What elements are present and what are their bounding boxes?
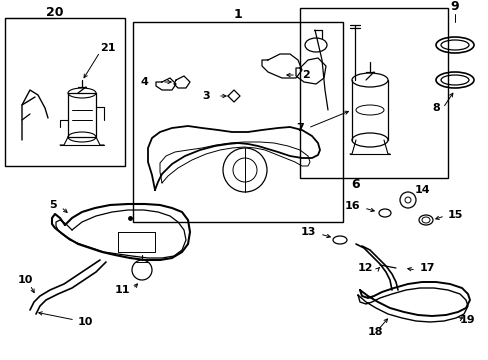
Text: 3: 3 [202,91,209,101]
Bar [299,8,447,178]
Text: 5: 5 [49,200,57,210]
Text: 8: 8 [431,103,439,113]
Text: 7: 7 [296,123,304,133]
Text: 18: 18 [366,327,382,337]
Text: 1: 1 [233,9,242,22]
Text: 10: 10 [77,317,93,327]
Bar [133,22,342,222]
Text: 9: 9 [450,0,458,13]
Text: 2: 2 [302,70,309,80]
Text: 16: 16 [344,201,359,211]
Text: 13: 13 [300,227,315,237]
Text: 4: 4 [140,77,148,87]
Text: 12: 12 [357,263,372,273]
Text: 15: 15 [447,210,463,220]
Text: 6: 6 [351,177,360,190]
Bar [5,18,125,166]
Text: 17: 17 [419,263,435,273]
Text: 11: 11 [114,285,130,295]
Text: 20: 20 [46,5,63,18]
Text: 19: 19 [459,315,475,325]
Text: 10: 10 [18,275,33,285]
Text: 14: 14 [414,185,430,195]
Text: 21: 21 [100,43,115,53]
